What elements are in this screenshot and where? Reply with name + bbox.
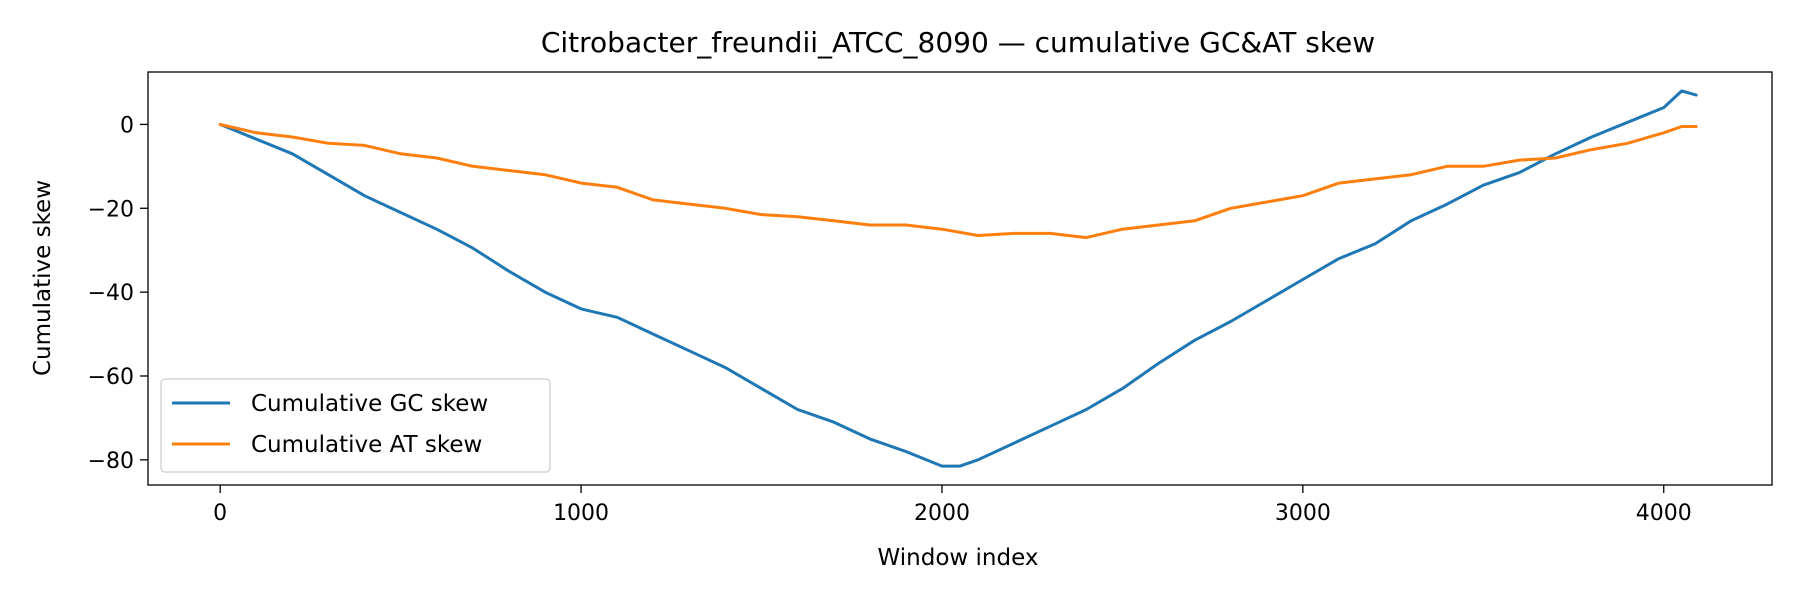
y-tick-label: −60	[88, 365, 134, 390]
legend-label-gc: Cumulative GC skew	[251, 391, 488, 417]
x-tick-label: 3000	[1275, 501, 1331, 526]
y-tick-label: −40	[88, 281, 134, 306]
y-axis: 0 −20 −40 −60 −80	[88, 113, 148, 474]
x-tick-label: 1000	[553, 501, 609, 526]
series-lines	[218, 89, 1698, 468]
y-tick-label: −20	[88, 197, 134, 222]
y-tick-label: −80	[88, 449, 134, 474]
chart-title: Citrobacter_freundii_ATCC_8090 — cumulat…	[541, 26, 1375, 59]
x-tick-label: 0	[213, 501, 227, 526]
legend-label-at: Cumulative AT skew	[251, 432, 482, 458]
legend: Cumulative GC skew Cumulative AT skew	[160, 378, 551, 473]
x-axis: 0 1000 2000 3000 4000	[213, 485, 1692, 526]
y-tick-label: 0	[120, 113, 134, 138]
x-tick-label: 4000	[1636, 501, 1692, 526]
x-axis-label: Window index	[878, 545, 1039, 571]
series-line-at	[218, 122, 1698, 240]
series-line-gc	[218, 89, 1698, 468]
x-tick-label: 2000	[914, 501, 970, 526]
y-axis-label: Cumulative skew	[30, 180, 56, 376]
legend-box	[160, 378, 551, 473]
plot-frame	[147, 71, 1773, 486]
